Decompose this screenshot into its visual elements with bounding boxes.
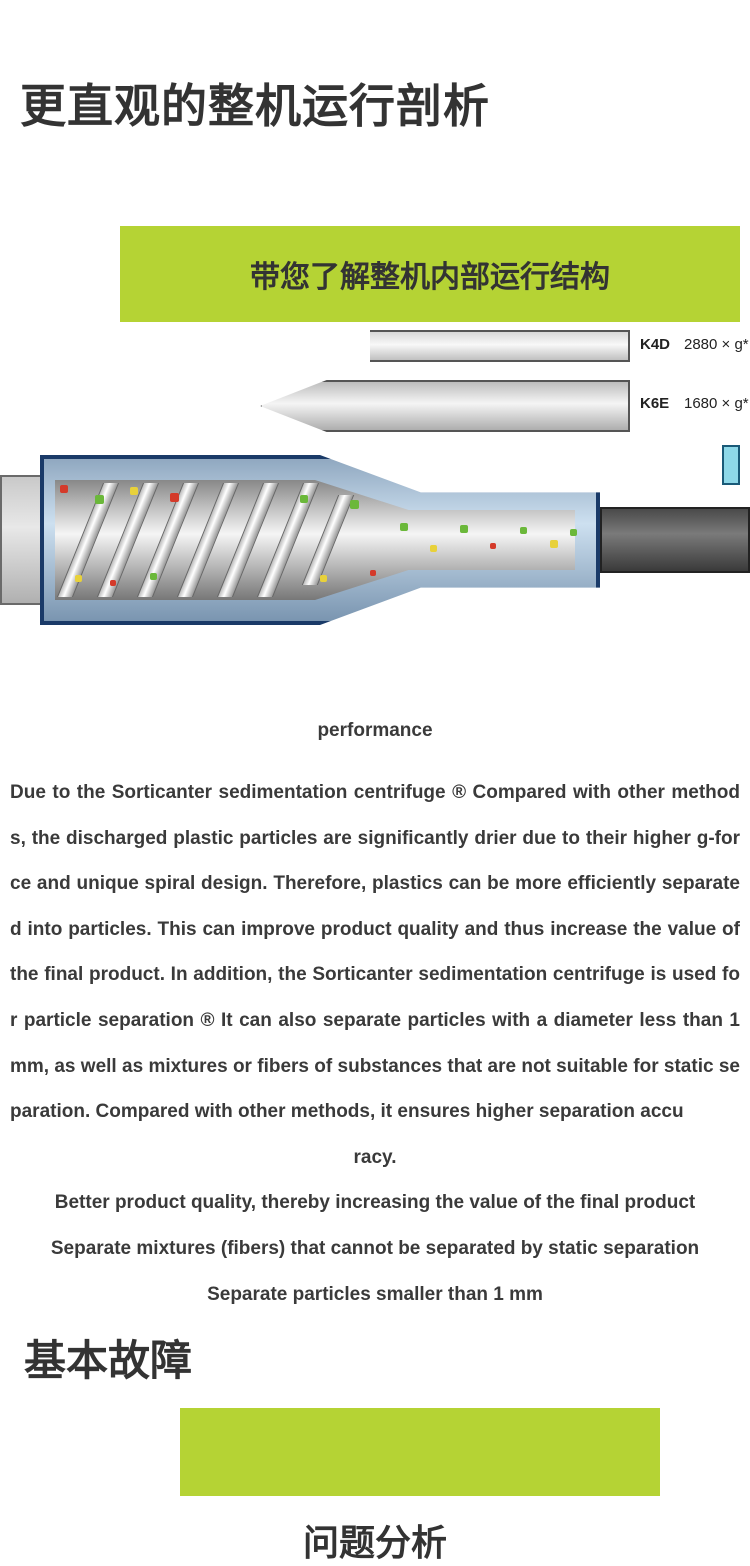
spec-code-1: K4D: [640, 336, 670, 353]
particle: [430, 545, 437, 552]
performance-body-tail: racy.: [10, 1135, 740, 1181]
fault-heading: 基本故障: [24, 1327, 750, 1388]
main-heading: 更直观的整机运行剖析: [20, 70, 750, 136]
liquid-outlet: [722, 445, 740, 485]
particle: [150, 573, 157, 580]
intro-banner-text: 带您了解整机内部运行结构: [250, 261, 610, 294]
performance-title: performance: [10, 720, 740, 742]
particle: [300, 495, 308, 503]
performance-bullet-1: Better product quality, thereby increasi…: [10, 1180, 740, 1226]
particle: [400, 523, 408, 531]
particle: [130, 487, 138, 495]
particle: [460, 525, 468, 533]
performance-body: Due to the Sorticanter sedimentation cen…: [10, 770, 740, 1180]
particle: [95, 495, 104, 504]
particle: [60, 485, 68, 493]
performance-bullet-2: Separate mixtures (fibers) that cannot b…: [10, 1226, 740, 1272]
spec-code-2: K6E: [640, 395, 669, 412]
particle: [490, 543, 496, 549]
particle: [320, 575, 327, 582]
particle: [170, 493, 179, 502]
spec-val-1: 2880 × g*: [684, 336, 749, 353]
spec-bar-k4d: [370, 330, 630, 362]
particle: [75, 575, 82, 582]
particle: [110, 580, 116, 586]
spec-val-2: 1680 × g*: [684, 395, 749, 412]
analysis-heading: 问题分析: [0, 1514, 750, 1566]
intro-banner: 带您了解整机内部运行结构: [120, 226, 740, 322]
particle: [550, 540, 558, 548]
decanter-cutaway: [0, 425, 750, 665]
particle: [350, 500, 359, 509]
particle: [520, 527, 527, 534]
cutaway-diagram: K4D 2880 × g* K6E 1680 × g*: [0, 330, 750, 670]
performance-section: performance Due to the Sorticanter sedim…: [0, 720, 750, 1317]
spec-callouts: K4D 2880 × g* K6E 1680 × g*: [240, 330, 750, 440]
particle: [570, 529, 577, 536]
performance-body-main: Due to the Sorticanter sedimentation cen…: [10, 782, 740, 1122]
drive-hub: [600, 507, 750, 573]
fault-banner: [180, 1408, 660, 1496]
particle: [370, 570, 376, 576]
performance-bullet-3: Separate particles smaller than 1 mm: [10, 1272, 740, 1318]
